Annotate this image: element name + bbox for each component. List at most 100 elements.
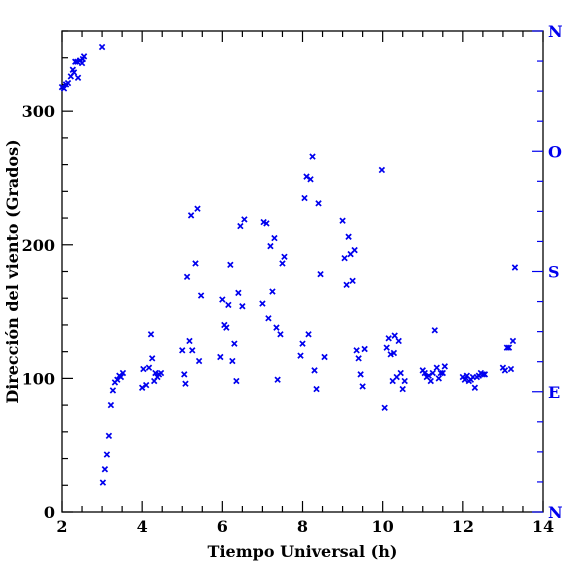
data-point bbox=[401, 377, 408, 385]
data-point bbox=[345, 233, 352, 240]
data-point-stroke bbox=[78, 59, 86, 67]
data-point-stroke bbox=[279, 260, 286, 267]
data-point-stroke bbox=[421, 369, 428, 377]
compass-label: N bbox=[548, 503, 563, 522]
data-point bbox=[359, 383, 366, 390]
data-point-stroke bbox=[501, 367, 509, 374]
data-point-stroke bbox=[381, 404, 388, 411]
data-point bbox=[427, 377, 434, 385]
data-point-stroke bbox=[339, 217, 346, 224]
x-axis: 2 4 6 8 10 12 14 bbox=[56, 31, 554, 536]
data-point bbox=[183, 273, 191, 281]
data-point bbox=[305, 331, 312, 338]
data-point bbox=[217, 353, 224, 361]
data-point bbox=[349, 277, 356, 285]
data-point bbox=[341, 254, 348, 262]
data-point bbox=[501, 367, 509, 374]
compass-label: E bbox=[548, 383, 560, 402]
data-point-stroke bbox=[505, 344, 513, 351]
data-point-stroke bbox=[507, 365, 515, 373]
data-point-stroke bbox=[60, 85, 68, 92]
data-point bbox=[317, 270, 324, 278]
data-point bbox=[439, 369, 446, 377]
data-point bbox=[64, 79, 72, 87]
data-point-stroke bbox=[105, 432, 113, 440]
data-point bbox=[385, 335, 392, 342]
data-point-stroke bbox=[182, 380, 189, 387]
data-point bbox=[233, 377, 240, 385]
data-point-stroke bbox=[217, 353, 224, 361]
data-point-stroke bbox=[341, 254, 348, 262]
data-point-stroke bbox=[186, 337, 193, 345]
data-point-stroke bbox=[181, 371, 188, 378]
data-point-stroke bbox=[195, 357, 203, 365]
data-point-stroke bbox=[315, 200, 322, 207]
data-point-stroke bbox=[355, 355, 362, 362]
data-point-stroke bbox=[429, 369, 436, 377]
data-point bbox=[181, 371, 188, 378]
data-point bbox=[303, 173, 310, 180]
data-point-stroke bbox=[273, 324, 280, 331]
data-point-stroke bbox=[471, 384, 479, 391]
data-point-stroke bbox=[269, 288, 276, 295]
data-point bbox=[267, 242, 274, 250]
data-point bbox=[381, 404, 388, 411]
data-point-stroke bbox=[309, 153, 316, 160]
data-point-stroke bbox=[359, 383, 366, 390]
data-point-stroke bbox=[70, 69, 78, 76]
x-tick-label: 10 bbox=[372, 517, 394, 536]
data-point-stroke bbox=[259, 300, 266, 307]
compass-label: S bbox=[548, 263, 560, 282]
data-point-stroke bbox=[461, 376, 469, 383]
data-point-stroke bbox=[425, 372, 432, 379]
data-point-stroke bbox=[307, 176, 314, 183]
data-point bbox=[219, 296, 226, 303]
data-point bbox=[140, 365, 147, 373]
data-point bbox=[461, 376, 469, 383]
data-point-stroke bbox=[321, 353, 328, 361]
data-point bbox=[274, 376, 281, 383]
x-tick-label: 12 bbox=[452, 517, 474, 536]
data-point-stroke bbox=[237, 222, 244, 230]
data-point bbox=[147, 331, 155, 338]
plot-frame bbox=[61, 30, 544, 513]
data-point bbox=[509, 337, 517, 345]
data-point bbox=[157, 369, 165, 377]
data-point bbox=[425, 372, 432, 379]
data-point-stroke bbox=[99, 479, 107, 486]
data-point-stroke bbox=[119, 369, 127, 377]
data-point-stroke bbox=[265, 315, 272, 322]
data-point-stroke bbox=[427, 377, 434, 385]
data-point-stroke bbox=[223, 324, 230, 331]
data-point-stroke bbox=[179, 347, 186, 354]
compass-label: O bbox=[548, 142, 562, 161]
data-point-stroke bbox=[509, 337, 517, 345]
data-point-stroke bbox=[157, 369, 165, 377]
data-point-stroke bbox=[101, 466, 109, 473]
data-point bbox=[231, 340, 238, 347]
data-point-stroke bbox=[303, 173, 310, 180]
data-point bbox=[145, 364, 153, 371]
data-point bbox=[321, 353, 328, 361]
data-point-stroke bbox=[441, 363, 448, 370]
data-point-stroke bbox=[390, 349, 398, 357]
x-tick-label: 8 bbox=[297, 517, 308, 536]
data-point-stroke bbox=[301, 194, 308, 202]
data-point bbox=[383, 344, 390, 351]
data-point-stroke bbox=[401, 377, 408, 385]
data-point bbox=[99, 479, 107, 486]
data-point-stroke bbox=[117, 373, 125, 381]
data-point bbox=[351, 246, 358, 254]
data-point-stroke bbox=[311, 367, 318, 374]
data-point-stroke bbox=[260, 218, 267, 226]
x-tick-label: 2 bbox=[56, 517, 67, 536]
data-point bbox=[297, 352, 304, 359]
data-point-stroke bbox=[189, 347, 196, 354]
data-point bbox=[263, 220, 270, 227]
data-point bbox=[361, 345, 368, 353]
data-point bbox=[511, 264, 519, 271]
data-point-stroke bbox=[140, 365, 147, 373]
data-point bbox=[299, 340, 306, 347]
data-point bbox=[353, 347, 360, 354]
